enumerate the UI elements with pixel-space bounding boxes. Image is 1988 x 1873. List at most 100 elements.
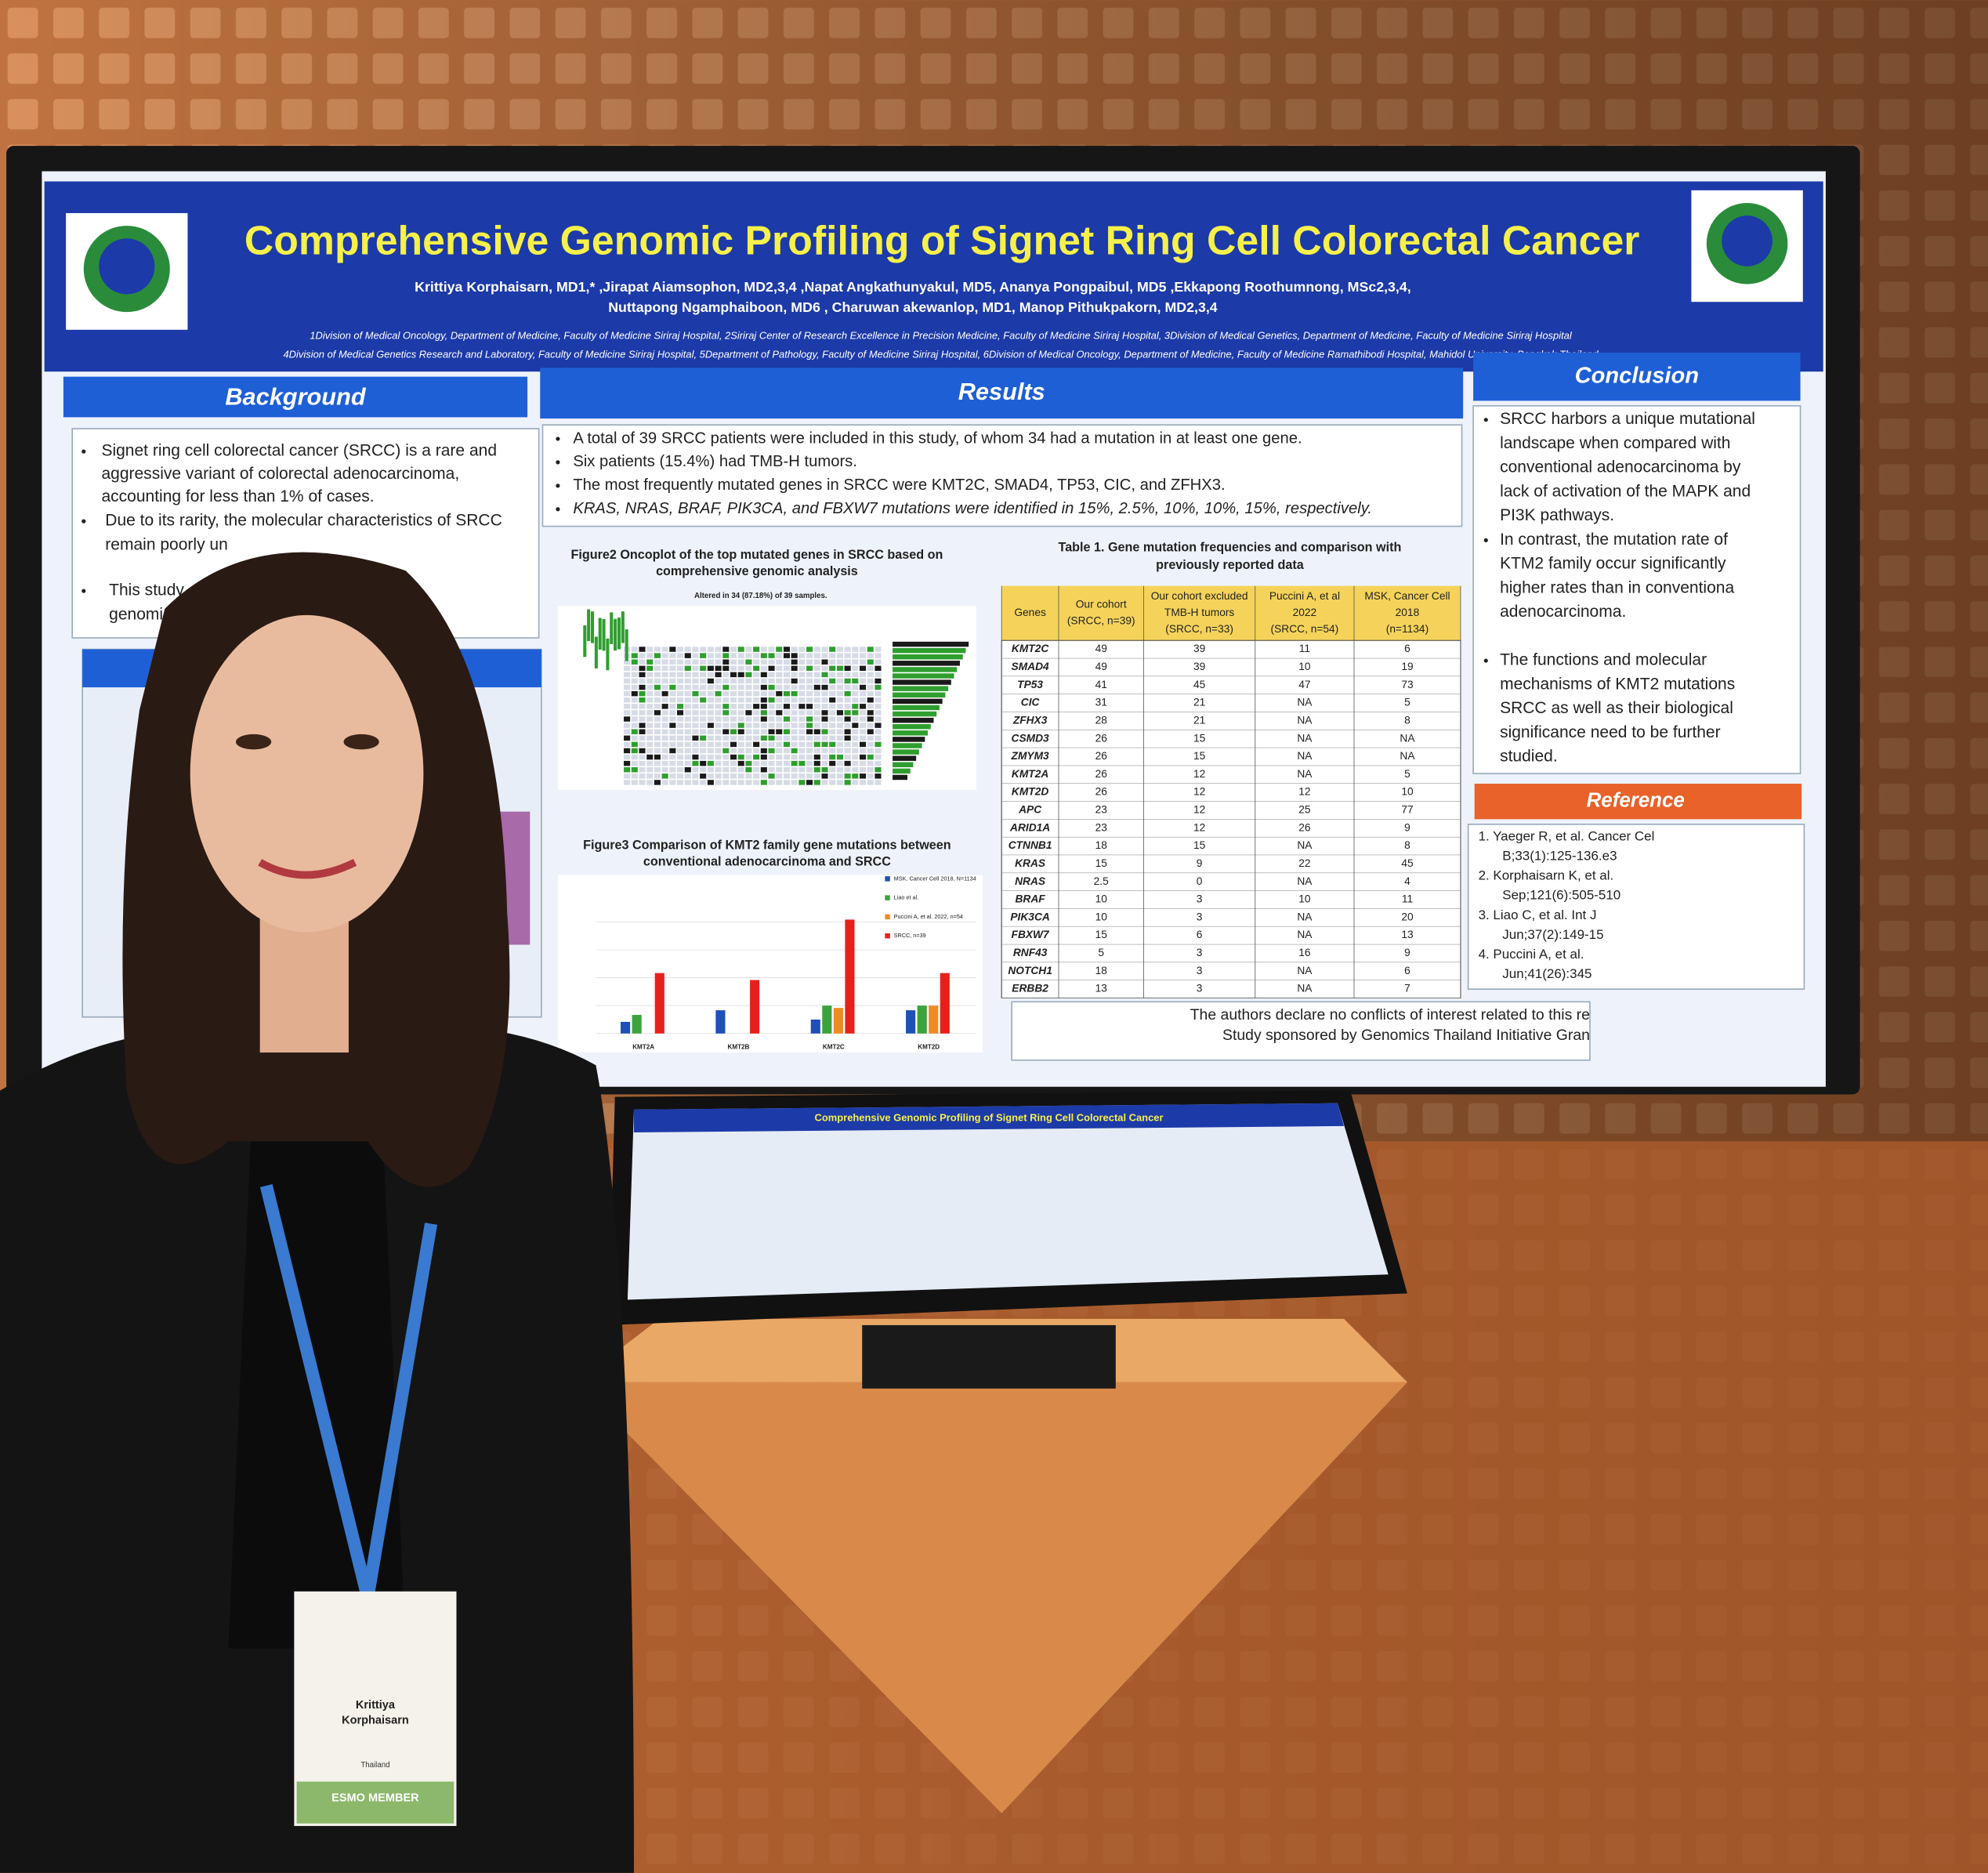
oncoplot-cell <box>661 697 668 703</box>
oncoplot-cell <box>760 690 767 697</box>
oncoplot-cell <box>776 690 783 697</box>
oncoplot-cell <box>753 748 760 754</box>
oncoplot-cell <box>753 659 760 665</box>
oncoplot-cell <box>875 653 882 658</box>
oncoplot-cell <box>776 653 783 658</box>
oncoplot-cell <box>737 665 744 672</box>
oncoplot-cell <box>893 774 907 781</box>
oncoplot-cell <box>844 773 851 779</box>
poster-title: Comprehensive Genomic Profiling of Signe… <box>244 217 1639 263</box>
oncoplot-cell <box>829 704 836 709</box>
oncoplot-cell <box>631 754 638 760</box>
oncoplot-cell <box>821 748 828 754</box>
oncoplot-cell <box>707 741 714 748</box>
oncoplot-cell <box>654 704 661 709</box>
oncoplot-cell <box>783 773 791 779</box>
oncoplot-cell <box>836 729 843 734</box>
oncoplot-cell <box>661 760 668 766</box>
oncoplot-cell <box>836 754 843 760</box>
oncoplot-cell <box>753 716 760 722</box>
text-line: landscape when compared with <box>1500 434 1730 452</box>
oncoplot-cell <box>624 723 631 728</box>
oncoplot-cell <box>677 766 684 773</box>
oncoplot-cell <box>692 647 699 652</box>
oncoplot-cell <box>829 672 836 678</box>
text-line: Genes <box>1014 607 1046 618</box>
oncoplot-cell <box>639 678 646 684</box>
oncoplot-cell <box>722 653 730 658</box>
oncoplot-cell <box>715 704 722 709</box>
oncoplot-cell <box>867 647 874 652</box>
oncoplot-cell <box>646 710 654 716</box>
oncoplot-cell <box>654 741 661 748</box>
oncoplot-cell <box>776 665 783 672</box>
oncoplot-cell <box>737 766 744 773</box>
oncoplot-cell <box>836 773 843 779</box>
oncoplot-cell <box>844 766 851 773</box>
oncoplot-cell <box>867 697 874 703</box>
oncoplot-cell <box>700 665 707 672</box>
oncoplot-cell <box>760 766 767 773</box>
text-line: NA <box>1297 750 1313 762</box>
oncoplot-cell <box>737 704 744 709</box>
oncoplot-cell <box>791 729 798 734</box>
oncoplot-cell <box>692 672 699 678</box>
oncoplot-cell <box>875 684 882 690</box>
oncoplot-cell <box>829 665 836 672</box>
oncoplot-cell <box>737 780 744 785</box>
text-line: 2022 <box>1293 607 1317 618</box>
oncoplot-cell <box>753 697 760 703</box>
bullet <box>556 460 560 465</box>
oncoplot-cell <box>806 773 813 779</box>
oncoplot-cell <box>730 780 737 785</box>
oncoplot-cell <box>875 678 882 684</box>
oncoplot-cell <box>867 723 874 728</box>
oncoplot-cell <box>624 766 631 773</box>
oncoplot-cell <box>737 672 744 678</box>
oncoplot-cell <box>806 659 813 665</box>
oncoplot-cell <box>760 653 767 658</box>
text-line: 22 <box>1298 857 1310 869</box>
oncoplot-cell <box>821 647 828 652</box>
oncoplot-cell <box>677 735 684 741</box>
oncoplot-cell <box>783 697 791 703</box>
oncoplot-cell <box>783 659 791 665</box>
oncoplot-cell <box>768 766 775 773</box>
oncoplot-cell <box>791 766 798 773</box>
oncoplot-cell <box>859 647 867 652</box>
oncoplot-cell <box>722 780 730 785</box>
oncoplot-cell <box>639 665 646 672</box>
oncoplot-cell <box>654 723 661 728</box>
oncoplot-cell <box>730 716 737 722</box>
oncoplot-cell <box>692 704 699 709</box>
oncoplot-cell <box>844 710 851 716</box>
oncoplot-cell <box>745 729 752 734</box>
oncoplot-cell <box>684 773 691 779</box>
oncoplot-cell <box>867 684 874 690</box>
oncoplot-cell <box>745 665 752 672</box>
bullet <box>1483 538 1488 542</box>
oncoplot-cell <box>753 766 760 773</box>
oncoplot-cell <box>654 710 661 716</box>
oncoplot-cell <box>821 710 828 716</box>
oncoplot-cell <box>722 735 730 741</box>
oncoplot-cell <box>639 729 646 734</box>
oncoplot-cell <box>707 780 714 785</box>
heading-text: Background <box>225 382 367 410</box>
oncoplot-cell <box>829 684 836 690</box>
text-line: 28 <box>1095 714 1108 726</box>
oncoplot-cell <box>875 659 882 665</box>
oncoplot-cell <box>669 697 676 703</box>
oncoplot-cell <box>730 678 737 684</box>
text-line: The authors declare no conflicts of inte… <box>1190 1006 1590 1023</box>
oncoplot-cell <box>753 754 760 760</box>
oncoplot-cell <box>730 773 737 779</box>
oncoplot-cell <box>893 641 969 647</box>
oncoplot-cell <box>661 735 668 741</box>
oncoplot-cell <box>783 735 791 741</box>
oncoplot-cell <box>791 710 798 716</box>
oncoplot-cell <box>692 697 699 703</box>
oncoplot-cell <box>791 678 798 684</box>
oncoplot-cell <box>715 710 722 716</box>
